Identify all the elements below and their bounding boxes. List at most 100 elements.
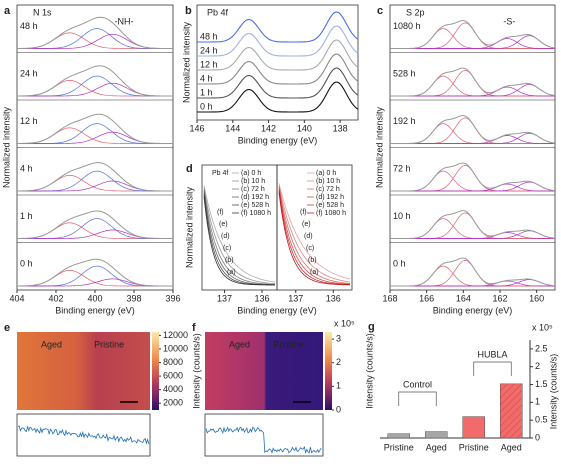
plot-frame xyxy=(196,4,359,121)
fit-component xyxy=(17,265,173,287)
decay-curve xyxy=(203,187,276,285)
x-tick-label: 160 xyxy=(529,293,544,303)
trace-label: 4 h xyxy=(200,73,213,83)
fit-component xyxy=(390,35,556,49)
legend-label: (c) 72 h xyxy=(316,186,340,193)
bar xyxy=(462,416,485,439)
profile-line xyxy=(17,425,150,445)
annotation: -NH- xyxy=(115,16,134,26)
bar xyxy=(425,431,448,439)
decay-curve xyxy=(203,190,276,285)
colorbar-tick-label: 0 xyxy=(336,404,341,414)
spectrum xyxy=(197,53,359,85)
legend-label: (c) 72 h xyxy=(241,186,265,193)
fit-component xyxy=(390,279,556,287)
y-axis-label: Intensity (counts/s) xyxy=(191,333,201,409)
panel-letter: f xyxy=(192,322,196,334)
panel-letter: e xyxy=(4,322,10,334)
fit-component xyxy=(390,28,555,49)
envelope xyxy=(16,113,174,144)
x-tick-label: Aged xyxy=(501,442,522,452)
envelope xyxy=(390,20,556,49)
envelope xyxy=(16,258,174,287)
legend-label: (b) 10 h xyxy=(316,178,340,185)
bar xyxy=(387,433,410,439)
curve-label: (a) xyxy=(310,269,319,276)
x-tick-label: 138 xyxy=(333,123,348,133)
fit-component xyxy=(390,265,555,287)
fit-component xyxy=(17,28,173,49)
spectrum xyxy=(197,81,359,113)
panel-title: N 1s xyxy=(33,7,52,17)
decay-curve xyxy=(278,190,351,286)
fit-component xyxy=(390,230,556,239)
envelope xyxy=(16,65,174,97)
fit-component xyxy=(390,86,556,97)
curve-label: (b) xyxy=(308,257,317,264)
envelope xyxy=(16,210,174,239)
panel-letter: a xyxy=(4,5,11,17)
envelope xyxy=(16,16,174,49)
panel-title: Pb 4f xyxy=(207,7,229,17)
curve-label: (e) xyxy=(302,221,311,228)
profile-line xyxy=(205,426,322,455)
bracket xyxy=(398,391,437,406)
colorbar-tick-label: 2 xyxy=(336,357,341,367)
fit-component xyxy=(17,218,173,239)
panel-letter: b xyxy=(185,5,192,17)
x-tick-label: 162 xyxy=(492,293,507,303)
trace-label: 24 h xyxy=(200,45,218,55)
fit-component xyxy=(390,170,555,192)
curve-label: (f) xyxy=(217,209,224,216)
legend-label: (d) 192 h xyxy=(241,194,269,201)
x-tick-label: Aged xyxy=(426,442,447,452)
panel-letter: g xyxy=(368,321,375,333)
profile-frame xyxy=(16,413,151,457)
spectrum xyxy=(197,11,359,43)
colorbar xyxy=(325,332,332,410)
trace-label: 12 h xyxy=(20,116,38,126)
trace-label: 10 h xyxy=(393,211,411,221)
x-tick-label: 146 xyxy=(189,123,204,133)
trace-label: 24 h xyxy=(20,68,38,78)
x-axis-label: Binding energy (eV) xyxy=(55,305,135,315)
legend-label: (a) 0 h xyxy=(316,170,336,177)
y-tick-label: 2 xyxy=(535,361,540,371)
x-tick-label: 144 xyxy=(225,123,240,133)
trace-label: 48 h xyxy=(200,31,218,41)
trace-label: 0 h xyxy=(393,258,406,268)
curve-label: (e) xyxy=(219,221,228,228)
x-tick-label: Pristine xyxy=(459,442,489,452)
fit-component xyxy=(390,259,555,287)
x-tick-label: 137 xyxy=(288,293,303,303)
y-tick-label: 0 xyxy=(535,432,540,442)
x-tick-label: 136 xyxy=(326,293,341,303)
fit-component xyxy=(390,181,556,192)
plot-frame xyxy=(201,164,278,291)
decay-curve xyxy=(278,192,351,286)
trace-label: 1 h xyxy=(20,211,33,221)
fit-component xyxy=(17,229,174,239)
y-axis-label: Normalized intensity xyxy=(1,106,11,188)
fit-component xyxy=(17,170,173,192)
colorbar-tick-label: 8000 xyxy=(163,357,183,367)
decay-curve xyxy=(278,183,351,280)
y-tick-label: 0.5 xyxy=(535,415,548,425)
group-label: HUBLA xyxy=(477,349,507,359)
annotation: -S- xyxy=(503,16,515,26)
multiplier: x 10⁵ xyxy=(334,318,355,328)
legend-label: (a) 0 h xyxy=(241,170,261,177)
fit-component xyxy=(390,135,555,144)
group-label: Control xyxy=(403,379,432,389)
x-tick-label: 400 xyxy=(87,293,102,303)
x-tick-label: 166 xyxy=(419,293,434,303)
x-tick-label: 136 xyxy=(254,293,269,303)
decay-curve xyxy=(203,185,276,283)
x-axis-label: Binding energy (eV) xyxy=(433,305,513,315)
x-tick-label: 142 xyxy=(261,123,276,133)
panel-letter: c xyxy=(377,5,383,17)
trace-label: 1080 h xyxy=(393,21,421,31)
x-tick-label: 168 xyxy=(382,293,397,303)
x-axis-label: Binding energy (eV) xyxy=(238,135,318,145)
